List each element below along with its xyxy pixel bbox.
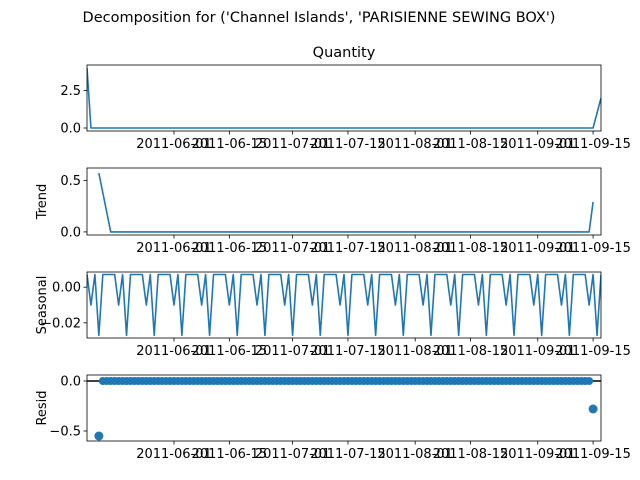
plot-frame	[86, 271, 602, 339]
panel-data-group	[87, 273, 601, 337]
y-tick-label: −0.02	[41, 316, 81, 331]
x-tick-label: 2011-07-01	[255, 137, 331, 152]
x-tick-label: 2011-06-01	[136, 344, 212, 359]
y-tick-label: 0.0	[60, 122, 81, 137]
series-line	[98, 172, 594, 233]
resid-point	[588, 404, 598, 414]
x-tick-label: 2011-08-01	[377, 137, 453, 152]
x-tick-label: 2011-07-15	[310, 344, 386, 359]
x-tick-label: 2011-09-15	[555, 137, 631, 152]
x-tick-label: 2011-09-01	[500, 344, 576, 359]
x-tick-label: 2011-08-01	[377, 447, 453, 462]
x-tick-label: 2011-08-15	[433, 137, 509, 152]
x-tick-label: 2011-08-15	[433, 447, 509, 462]
y-tick-label: 0.00	[52, 281, 81, 296]
x-tick-label: 2011-06-01	[136, 137, 212, 152]
x-tick-label: 2011-06-15	[192, 241, 268, 256]
x-tick-label: 2011-08-01	[377, 344, 453, 359]
x-tick-label: 2011-09-15	[555, 344, 631, 359]
x-tick-label: 2011-09-01	[500, 241, 576, 256]
x-tick-label: 2011-06-15	[192, 344, 268, 359]
x-tick-label: 2011-06-01	[136, 241, 212, 256]
x-tick-label: 2011-07-15	[310, 241, 386, 256]
x-tick-label: 2011-07-01	[255, 241, 331, 256]
y-tick-label: 0.0	[60, 225, 81, 240]
y-tick-label: −0.5	[49, 425, 81, 440]
x-tick-label: 2011-08-15	[433, 241, 509, 256]
series-line	[87, 273, 601, 337]
y-axis-label: Trend	[35, 184, 50, 221]
panel-data-group	[87, 67, 601, 129]
x-tick-label: 2011-09-01	[500, 447, 576, 462]
x-tick-label: 2011-07-01	[255, 447, 331, 462]
plot-frame	[86, 374, 602, 442]
y-tick-label: 0.0	[60, 375, 81, 390]
resid-point	[585, 377, 594, 385]
x-tick-label: 2011-06-15	[192, 447, 268, 462]
series-line	[87, 67, 601, 129]
panel-data-group	[98, 172, 594, 233]
x-tick-label: 2011-08-01	[377, 241, 453, 256]
panel-3: 0.00−0.022011-06-012011-06-152011-07-012…	[35, 271, 631, 359]
x-tick-label: 2011-06-01	[136, 447, 212, 462]
y-tick-label: 0.5	[60, 174, 81, 189]
figure-suptitle: Decomposition for ('Channel Islands', 'P…	[83, 10, 556, 26]
resid-point	[94, 431, 104, 441]
y-axis-label: Seasonal	[35, 276, 50, 335]
panel-1: 0.02.52011-06-012011-06-152011-07-012011…	[60, 45, 631, 152]
x-tick-label: 2011-09-01	[500, 137, 576, 152]
panel-title: Quantity	[313, 45, 376, 61]
x-tick-label: 2011-08-15	[433, 344, 509, 359]
panel-4: 0.0−0.52011-06-012011-06-152011-07-01201…	[35, 375, 631, 463]
x-tick-label: 2011-07-15	[310, 447, 386, 462]
y-axis-label: Resid	[35, 390, 50, 425]
x-tick-label: 2011-09-15	[555, 447, 631, 462]
x-tick-label: 2011-09-15	[555, 241, 631, 256]
x-tick-label: 2011-07-15	[310, 137, 386, 152]
x-tick-label: 2011-06-15	[192, 137, 268, 152]
panel-data-group	[87, 377, 601, 441]
y-tick-label: 2.5	[60, 84, 81, 99]
panel-2: 0.00.52011-06-012011-06-152011-07-012011…	[35, 167, 631, 256]
x-tick-label: 2011-07-01	[255, 344, 331, 359]
plot-frame	[86, 64, 602, 132]
plot-frame	[86, 167, 602, 236]
